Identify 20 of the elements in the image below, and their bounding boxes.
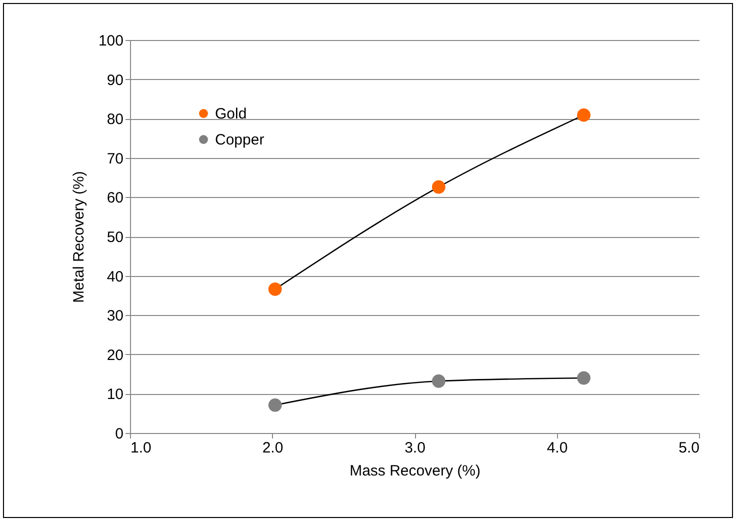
y-tick-label: 40 [106, 268, 124, 286]
x-tick-label: 2.0 [262, 440, 284, 456]
legend-label: Copper [215, 132, 264, 148]
y-tick-label: 100 [98, 32, 124, 50]
y-tick-label: 70 [106, 150, 124, 168]
x-tick-label: 4.0 [546, 440, 568, 456]
x-tick-label: 3.0 [404, 440, 426, 456]
x-tick-label: 1.0 [130, 440, 152, 456]
y-tick-label: 60 [106, 190, 124, 207]
legend-label: Gold [215, 106, 247, 122]
y-tick-label: 10 [106, 386, 124, 404]
y-tick-label: 90 [106, 72, 124, 89]
y-tick-label: 20 [106, 346, 124, 364]
x-axis-title: Mass Recovery (%) [350, 462, 480, 480]
y-tick-label: 50 [106, 229, 124, 246]
y-tick-label: 80 [106, 111, 124, 128]
y-axis-title: Metal Recovery (%) [70, 171, 88, 303]
y-tick-label: 0 [115, 426, 124, 442]
x-tick-label: 5.0 [678, 440, 700, 456]
y-tick-label: 30 [106, 308, 124, 325]
